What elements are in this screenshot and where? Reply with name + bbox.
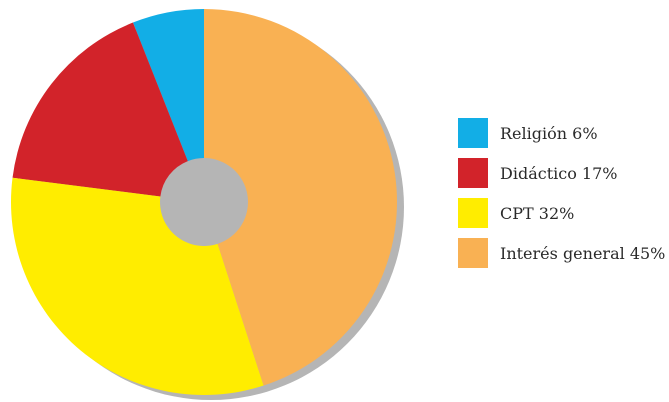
legend-item-interes-general: Interés general 45% — [458, 238, 666, 268]
slice-cpt — [10, 177, 264, 395]
legend-swatch-cpt — [458, 198, 488, 228]
legend-swatch-didactico — [458, 158, 488, 188]
legend-item-religion: Religión 6% — [458, 118, 663, 148]
legend-label-cpt: CPT 32% — [500, 203, 575, 223]
slice-interes-general — [204, 9, 397, 386]
legend-item-didactico: Didáctico 17% — [458, 158, 663, 188]
legend-label-interes-general: Interés general 45% — [500, 243, 666, 263]
legend-label-didactico: Didáctico 17% — [500, 163, 618, 183]
slice-didactico — [12, 22, 188, 197]
legend: Religión 6% Didáctico 17% CPT 32% Interé… — [458, 118, 666, 278]
legend-swatch-interes-general — [458, 238, 488, 268]
legend-label-religion: Religión 6% — [500, 123, 598, 143]
legend-swatch-religion — [458, 118, 488, 148]
slice-religion — [132, 9, 204, 162]
legend-item-cpt: CPT 32% — [458, 198, 663, 228]
